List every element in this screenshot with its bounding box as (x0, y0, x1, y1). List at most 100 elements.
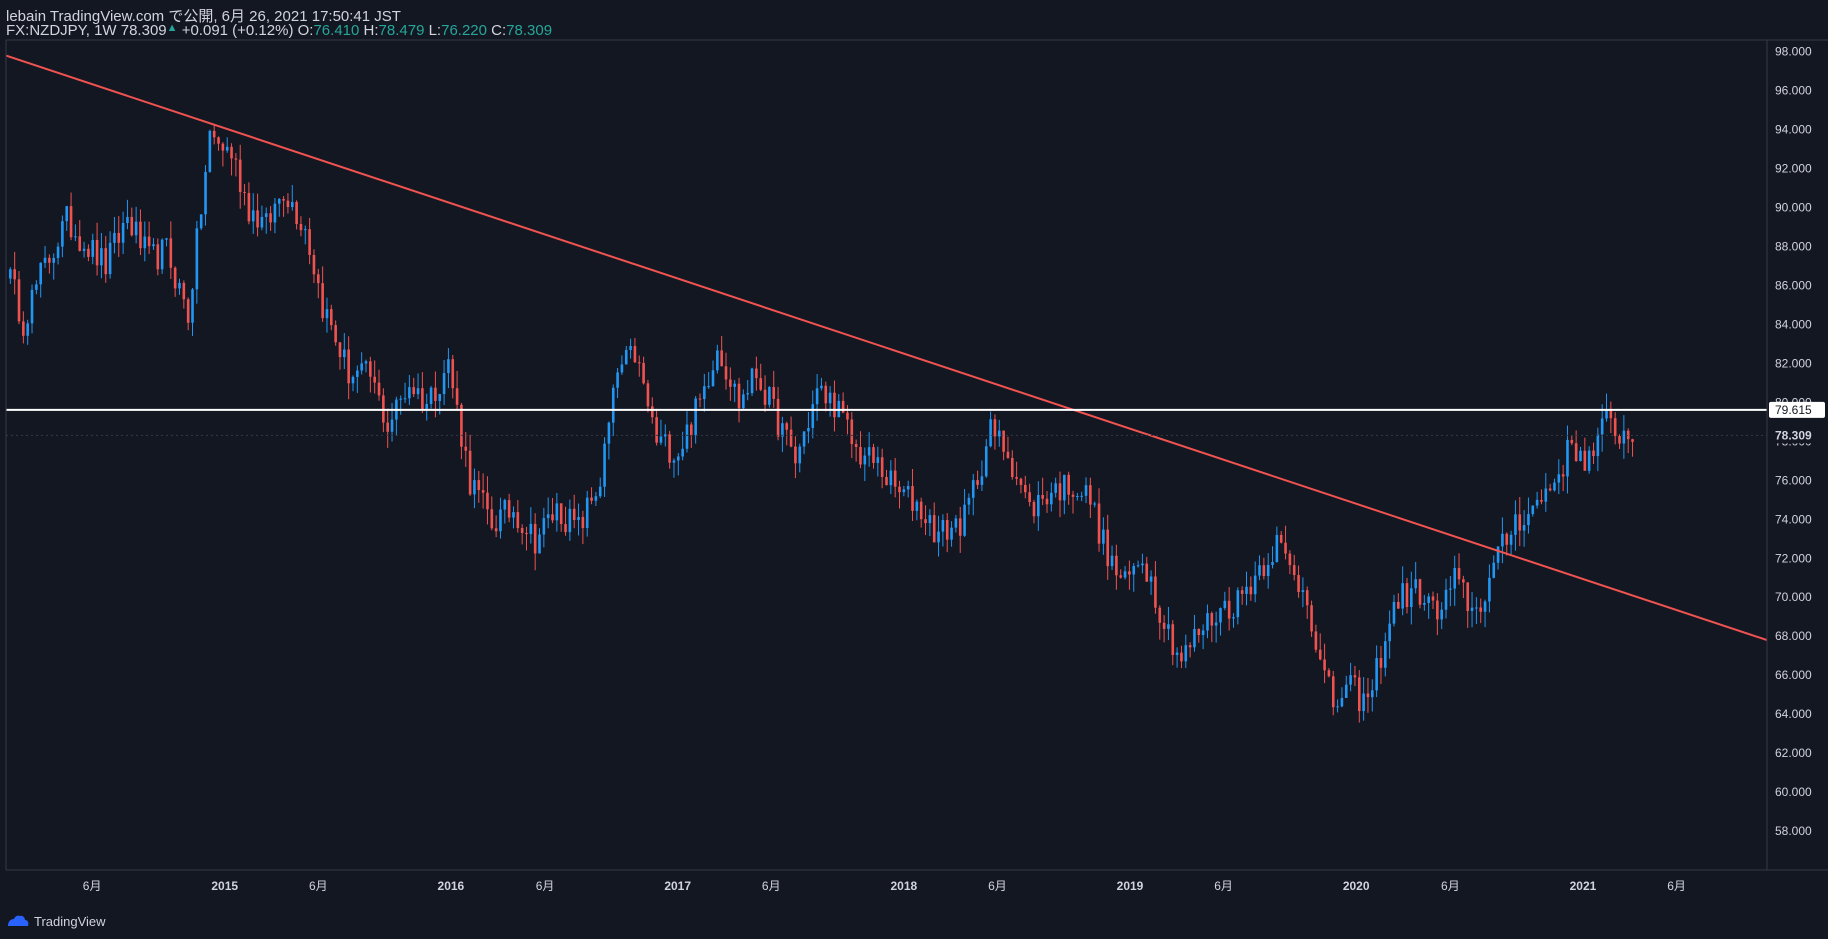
symbol-interval[interactable]: FX:NZDJPY, 1W (6, 22, 117, 39)
candle-body (1119, 575, 1123, 578)
candle-body (1010, 457, 1014, 478)
close-label: C: (491, 22, 507, 39)
candle-body (143, 236, 147, 249)
candle-body (199, 214, 203, 229)
candle-body (781, 423, 784, 437)
candle-body (1618, 436, 1621, 444)
candle-body (1201, 630, 1205, 636)
candle-body (373, 376, 376, 383)
candle-body (815, 388, 819, 405)
last-price-label-text: 78.309 (1775, 428, 1812, 442)
candle-body (607, 422, 611, 444)
price-tick-label: 66.000 (1775, 668, 1812, 682)
candle-body (299, 224, 303, 231)
candle-body (1240, 590, 1244, 594)
candle-body (30, 289, 34, 324)
candle-body (91, 240, 95, 257)
candle-body (1314, 631, 1318, 650)
candle-body (1405, 583, 1409, 608)
candle-body (1132, 566, 1136, 575)
candle-body (1475, 607, 1478, 609)
candle-body (820, 385, 823, 389)
candle-body (1089, 485, 1092, 505)
candle-body (1262, 565, 1266, 577)
candle-body (1501, 533, 1504, 547)
candle-body (1093, 503, 1096, 505)
candle-body (1331, 676, 1335, 708)
candle-body (334, 325, 337, 343)
candle-body (976, 480, 979, 485)
candle-body (1531, 505, 1535, 515)
candle-body (1561, 474, 1565, 477)
candle-body (412, 387, 416, 395)
candle-body (134, 221, 138, 236)
candle-body (22, 321, 25, 336)
tradingview-brand[interactable]: TradingView (6, 911, 106, 931)
trendline[interactable] (5, 54, 1768, 642)
candle-body (1427, 596, 1430, 603)
candle-body (468, 450, 472, 495)
candle-body (156, 244, 160, 270)
candle-body (1279, 534, 1283, 543)
last-price: 78.309 (120, 22, 167, 39)
price-tick-label: 70.000 (1775, 590, 1812, 604)
price-axis-background[interactable] (1767, 40, 1828, 870)
tradingview-logo-icon (8, 915, 29, 926)
price-tick-label: 62.000 (1775, 746, 1812, 760)
price-tick-label: 88.000 (1775, 240, 1812, 254)
candle-body (945, 520, 949, 540)
candle-body (911, 486, 914, 511)
candle-body (13, 269, 16, 280)
candle-body (1540, 499, 1543, 502)
candle-body (963, 504, 966, 536)
time-tick-label: 2019 (1117, 879, 1144, 893)
candle-body (1557, 474, 1561, 483)
candle-body (1154, 576, 1157, 608)
candle-body (577, 516, 580, 521)
candle-body (906, 486, 910, 490)
up-triangle-icon: ▲ (166, 22, 178, 34)
candle-body (1023, 484, 1027, 493)
candle-body (425, 403, 429, 409)
last-price-label: 78.309 (1769, 427, 1825, 444)
candle-body (447, 359, 450, 374)
candle-body (442, 373, 446, 395)
candle-body (178, 282, 181, 289)
candle-body (1115, 555, 1118, 576)
candle-body (642, 362, 645, 384)
candle-body (1054, 483, 1057, 493)
candle-body (1384, 641, 1387, 668)
candle-body (1301, 590, 1305, 592)
candle-body (750, 368, 754, 394)
time-axis-background[interactable] (6, 870, 1767, 901)
candle-body (360, 363, 363, 371)
candle-body (924, 519, 927, 524)
candle-body (707, 386, 710, 388)
candle-body (1253, 575, 1257, 595)
candle-body (729, 379, 732, 387)
candle-body (1483, 601, 1487, 612)
candle-body (264, 213, 268, 217)
candle-body (1266, 564, 1270, 577)
candle-body (1470, 607, 1474, 611)
candle-body (290, 201, 294, 208)
open-value: 76.410 (313, 22, 360, 39)
candle-body (303, 229, 307, 231)
candle-body (1297, 575, 1300, 592)
candle-body (768, 387, 771, 405)
candle-body (581, 516, 585, 529)
candle-body (1219, 608, 1222, 623)
candle-body (100, 248, 103, 266)
candle-body (776, 398, 780, 437)
time-tick-label: 6月 (536, 879, 555, 893)
candle-body (499, 509, 502, 532)
symbol-legend[interactable]: FX:NZDJPY, 1W 78.309▲ +0.091 (+0.12%) O:… (6, 22, 552, 39)
candle-body (672, 460, 676, 463)
candle-body (716, 350, 719, 371)
candle-body (1292, 565, 1296, 576)
candle-body (802, 431, 806, 447)
candle-body (52, 257, 56, 263)
candle-body (846, 412, 849, 420)
candle-body (1418, 579, 1422, 605)
